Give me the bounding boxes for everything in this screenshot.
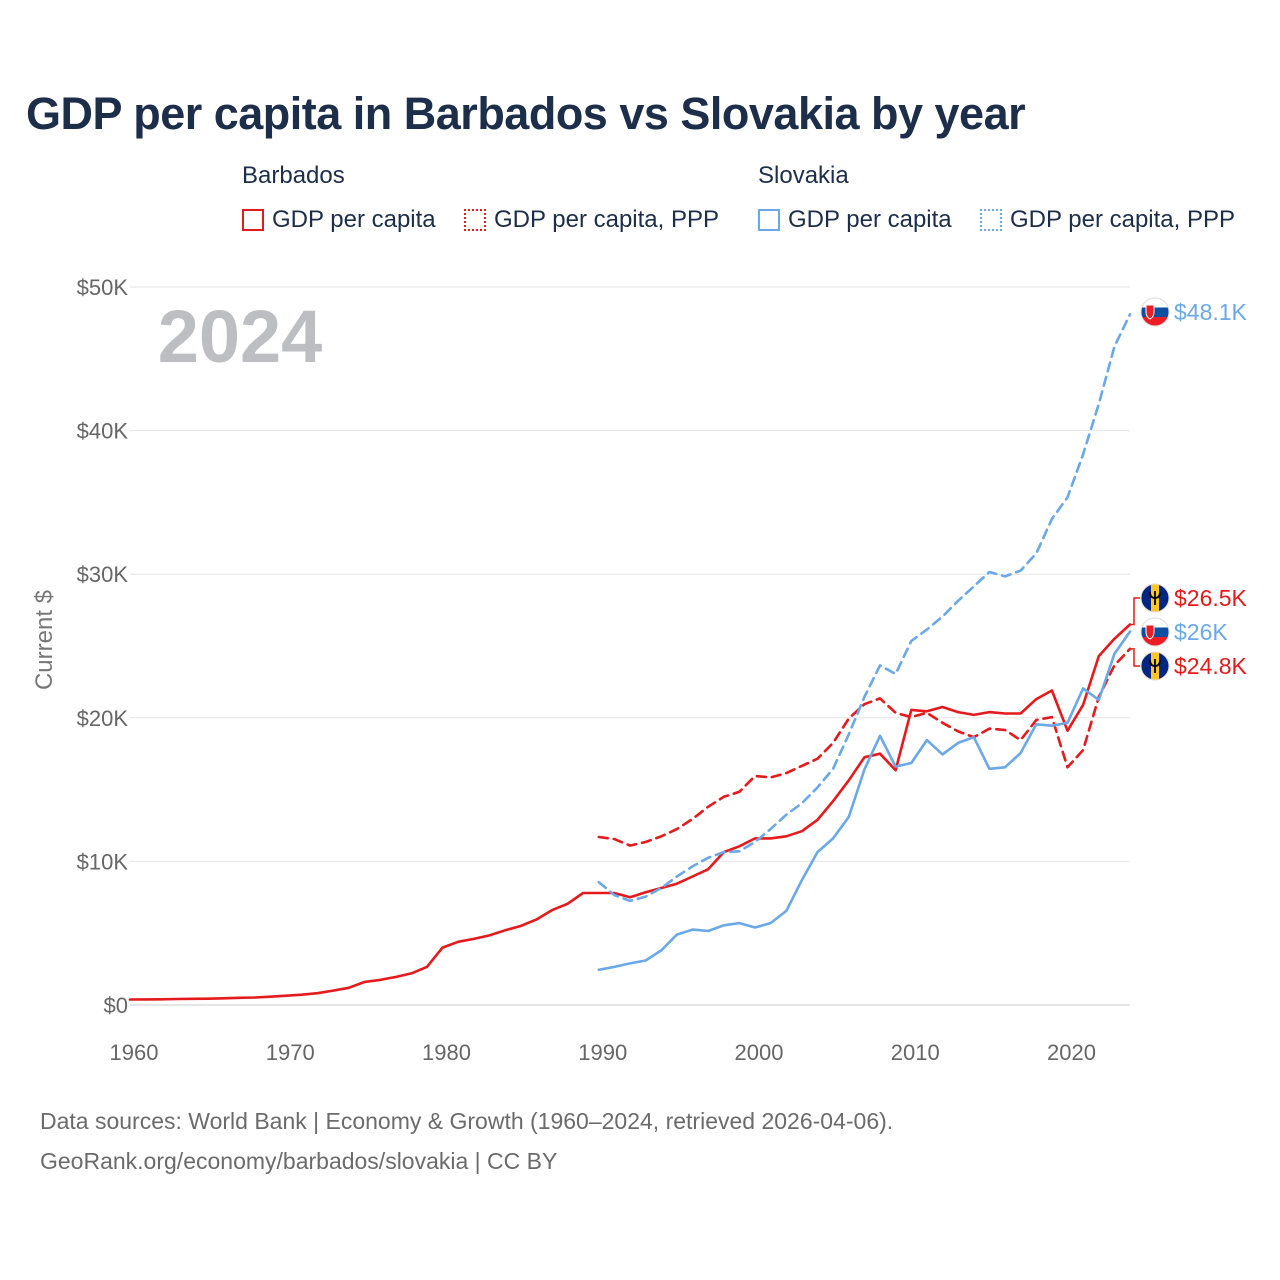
flag-stripe-blue bbox=[1141, 307, 1169, 317]
end-value-label: $48.1K bbox=[1174, 299, 1248, 325]
leader-line bbox=[1131, 597, 1140, 626]
legend-item-slovakia-gdp[interactable]: GDP per capita bbox=[758, 205, 952, 235]
y-tick-label: $20K bbox=[77, 706, 129, 731]
barbados-flag-icon bbox=[1140, 583, 1170, 613]
flag-shield bbox=[1145, 304, 1155, 320]
flag-body bbox=[1141, 618, 1169, 646]
x-tick-label: 1980 bbox=[422, 1040, 471, 1065]
legend-label: GDP per capita bbox=[272, 206, 436, 233]
series bbox=[128, 313, 1132, 1001]
flag-stripe-blue bbox=[1141, 627, 1169, 637]
legend-label: GDP per capita, PPP bbox=[1010, 206, 1235, 233]
series-line-3 bbox=[597, 313, 1132, 903]
flag-body bbox=[1141, 584, 1169, 612]
x-tick-label: 2020 bbox=[1047, 1040, 1096, 1065]
flag-stripe-red bbox=[1141, 637, 1169, 646]
data-source-line: Data sources: World Bank | Economy & Gro… bbox=[40, 1108, 894, 1134]
flag-stripe-blue-right bbox=[1159, 584, 1169, 612]
flag-stripe-blue-right bbox=[1159, 652, 1169, 680]
x-tick-label: 2010 bbox=[891, 1040, 940, 1065]
barbados-flag-icon bbox=[1140, 651, 1170, 681]
flag-border bbox=[1140, 617, 1170, 647]
flag-border bbox=[1140, 583, 1170, 613]
flag-stripe-white bbox=[1141, 298, 1169, 308]
series-line-2 bbox=[597, 630, 1132, 972]
y-tick-label: $10K bbox=[77, 849, 129, 874]
legend-group-slovakia: Slovakia bbox=[758, 162, 849, 189]
attribution-line[interactable]: GeoRank.org/economy/barbados/slovakia | … bbox=[40, 1148, 558, 1174]
flag-trident bbox=[1149, 591, 1161, 605]
year-watermark: 2024 bbox=[158, 295, 323, 378]
x-tick-label: 1960 bbox=[110, 1040, 159, 1065]
end-value-label: $26.5K bbox=[1174, 585, 1248, 611]
slovakia-flag-icon bbox=[1140, 617, 1170, 647]
y-axis-label: Current $ bbox=[31, 590, 58, 690]
x-tick-label: 2000 bbox=[735, 1040, 784, 1065]
legend-group-barbados: Barbados bbox=[242, 162, 345, 189]
chart-title: GDP per capita in Barbados vs Slovakia b… bbox=[26, 88, 1026, 139]
grid-lines bbox=[130, 286, 1130, 1006]
series-line-1 bbox=[597, 647, 1132, 847]
legend-label: GDP per capita bbox=[788, 206, 952, 233]
legend-swatch-solid-blue bbox=[758, 209, 780, 231]
legend-swatch-dotted-red bbox=[464, 209, 486, 231]
flag-border bbox=[1140, 651, 1170, 681]
y-tick-label: $40K bbox=[77, 419, 129, 444]
flag-stripe-blue-left bbox=[1141, 652, 1151, 680]
legend-item-barbados-gdp[interactable]: GDP per capita bbox=[242, 205, 436, 235]
y-tick-label: $30K bbox=[77, 562, 129, 587]
slovakia-flag-icon bbox=[1140, 297, 1170, 327]
axes: $0 $10K $20K $30K $40K $50K 1960 1970 1980 1990 20… bbox=[77, 275, 1096, 1065]
legend-label: GDP per capita, PPP bbox=[494, 206, 719, 233]
flag-shield bbox=[1145, 624, 1155, 640]
end-value-label: $26K bbox=[1174, 619, 1228, 645]
flag-body bbox=[1141, 298, 1169, 326]
end-labels: $26.5K $24.8K $26K $48.1K bbox=[1131, 297, 1248, 681]
legend-swatch-dotted-blue bbox=[980, 209, 1002, 231]
flag-stripe-white bbox=[1141, 618, 1169, 628]
flag-border bbox=[1140, 297, 1170, 327]
end-value-label: $24.8K bbox=[1174, 653, 1248, 679]
flag-stripe-blue-left bbox=[1141, 584, 1151, 612]
series-line-0 bbox=[128, 623, 1132, 1001]
legend-item-slovakia-gdp-ppp[interactable]: GDP per capita, PPP bbox=[980, 205, 1235, 235]
x-tick-label: 1970 bbox=[266, 1040, 315, 1065]
flag-trident bbox=[1149, 659, 1161, 673]
flag-stripe-red bbox=[1141, 317, 1169, 326]
y-tick-label: $50K bbox=[77, 275, 129, 300]
legend-item-barbados-gdp-ppp[interactable]: GDP per capita, PPP bbox=[464, 205, 719, 235]
x-tick-label: 1990 bbox=[578, 1040, 627, 1065]
y-tick-label: $0 bbox=[104, 993, 128, 1018]
legend-swatch-solid-red bbox=[242, 209, 264, 231]
flag-body bbox=[1141, 652, 1169, 680]
leader-line bbox=[1131, 648, 1140, 667]
